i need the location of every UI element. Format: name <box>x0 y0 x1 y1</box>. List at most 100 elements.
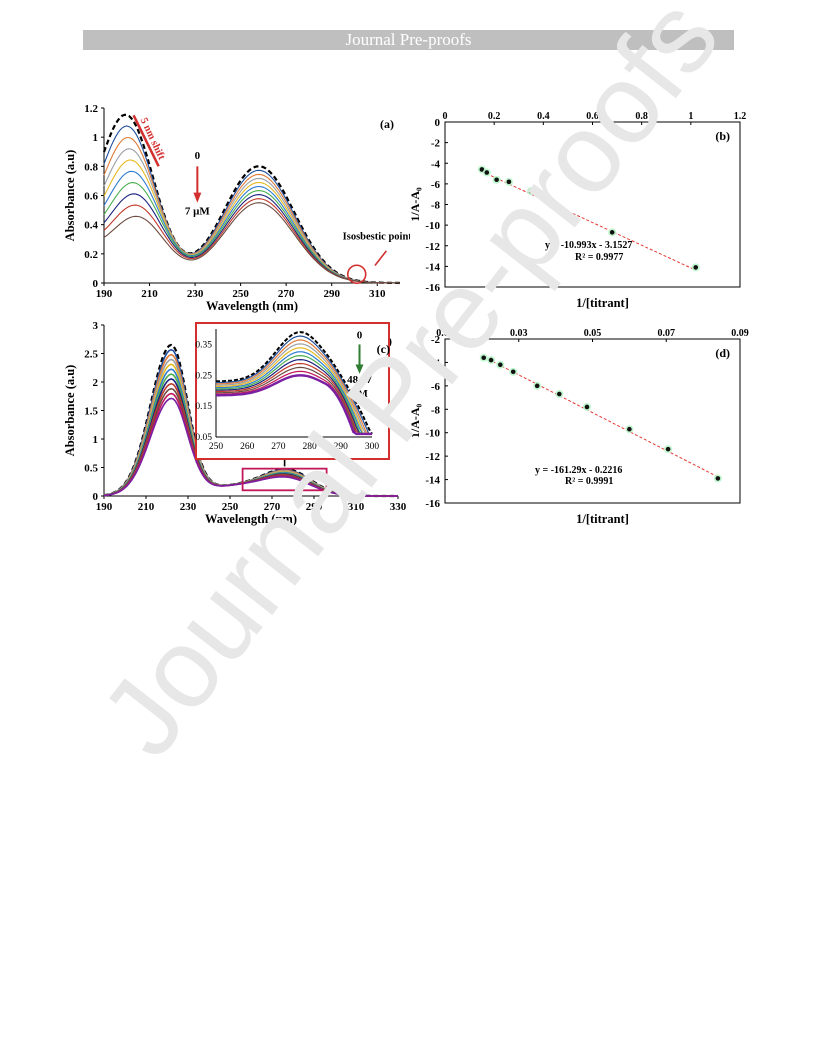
isosbestic-label: Isosbestic point <box>343 231 410 242</box>
x-tick-label: 230 <box>180 501 197 513</box>
chart-panel-d: 0.01 0.03 0.05 0.07 0.09 -2 -4 -6 -8 -10 -12 -14 -16… <box>408 328 749 526</box>
inset-start-label: 0 <box>357 329 363 341</box>
x-tick-label: 0.05 <box>584 328 602 339</box>
y-tick-label: -12 <box>425 241 440 253</box>
y-tick-label: -14 <box>425 475 440 487</box>
data-point <box>715 476 721 481</box>
x-tick-label: 310 <box>348 501 365 513</box>
x-tick-label: 270 <box>264 501 281 513</box>
inset-y-tick-label: 0.15 <box>195 402 212 412</box>
x-tick-label: 0 <box>443 111 448 122</box>
x-tick-label: 0.2 <box>488 111 501 122</box>
x-tick-label: 0.03 <box>510 328 528 339</box>
data-point <box>484 170 490 175</box>
x-tick-label: 290 <box>323 288 340 300</box>
y-tick-label: -6 <box>431 381 441 393</box>
x-tick-label: 310 <box>369 288 386 300</box>
data-point <box>498 362 503 368</box>
data-point <box>488 357 494 363</box>
x-axis-title: 1/[titrant] <box>576 512 629 526</box>
banner-text: Journal Pre-proofs <box>345 30 472 49</box>
inset-y-tick-label: 0.05 <box>195 433 212 443</box>
y-tick-label: -4 <box>431 158 441 170</box>
x-tick-label: 0.01 <box>436 328 454 339</box>
journal-banner: Journal Pre-proofs <box>83 30 734 50</box>
y-axis-title: 1/A-A₀ <box>408 403 422 438</box>
inset-spectrum-curve <box>216 343 372 435</box>
spectrum-curve <box>103 202 400 284</box>
panel-label: (b) <box>715 129 730 143</box>
x-tick-label: 210 <box>141 288 158 300</box>
y-tick-label: -6 <box>431 179 441 191</box>
spectrum-curve <box>103 170 400 284</box>
data-point <box>510 369 516 375</box>
inset-x-tick-label: 250 <box>209 442 224 452</box>
inset-spectrum-curve <box>215 335 372 435</box>
data-point <box>481 355 487 361</box>
fit-equation: y = -161.29x - 0.2216 <box>535 465 622 476</box>
data-point <box>557 391 562 397</box>
y-tick-label: -10 <box>425 220 440 232</box>
y-axis-title: 1/A-A₀ <box>408 187 422 222</box>
y-tick-label: -10 <box>425 428 440 440</box>
data-point <box>693 265 699 270</box>
x-tick-label: 0.6 <box>586 111 599 122</box>
x-tick-label: 1.2 <box>734 111 747 122</box>
inset-spectrum-curve <box>215 354 372 435</box>
inset-spectrum-curve <box>216 331 373 435</box>
y-tick-label: 0 <box>435 117 441 129</box>
inset-end-label: 48.27 <box>347 374 372 386</box>
y-tick-label: 2.5 <box>84 349 98 361</box>
x-tick-label: 0.4 <box>537 111 550 122</box>
y-tick-label: -16 <box>425 498 440 510</box>
data-point <box>528 188 534 194</box>
y-tick-label: -8 <box>431 404 441 416</box>
inset-arrowhead <box>355 364 364 374</box>
x-tick-label: 1 <box>688 111 693 122</box>
x-axis-title: Wavelength (nm) <box>206 299 298 313</box>
chart-panel-b: 0 0.2 0.4 0.6 0.8 1 1.2 0 -2 -4 -6 -8 -10 -12 -14 -16 1/… <box>408 111 747 310</box>
panel-label-c: (c) <box>377 342 390 356</box>
inset-y-tick-label: 0.25 <box>195 371 212 381</box>
inset-x-tick-label: 300 <box>365 442 380 452</box>
fit-r-squared: R² = 0.9991 <box>565 476 613 487</box>
isosbestic-pointer <box>374 250 387 266</box>
y-tick-label: 3 <box>93 320 99 332</box>
inset-spectrum-curve <box>215 366 372 435</box>
data-point <box>584 404 590 410</box>
spectrum-curve <box>103 397 398 497</box>
spectra-group <box>103 343 398 498</box>
x-axis-title: Wavelength (nm) <box>205 512 297 526</box>
end-concentration-label: 7 μM <box>185 205 210 217</box>
x-tick-label: 230 <box>187 288 204 300</box>
x-tick-label: 0.07 <box>658 328 676 339</box>
data-point <box>479 167 485 172</box>
y-tick-label: 0.4 <box>84 220 98 232</box>
concentration-arrowhead <box>193 192 202 203</box>
y-tick-label: 0.8 <box>84 161 98 173</box>
fit-r-squared: R² = 0.9977 <box>575 252 623 263</box>
data-point <box>506 179 512 185</box>
y-tick-label: -14 <box>425 261 440 273</box>
y-axis-title: Absorbance (a.u) <box>63 150 77 242</box>
panel-label: (d) <box>715 346 730 360</box>
y-tick-label: 0.5 <box>84 463 98 475</box>
data-point <box>534 383 540 389</box>
y-tick-label: -8 <box>431 200 441 212</box>
zoom-highlight-box <box>241 467 328 492</box>
x-tick-label: 330 <box>390 501 407 513</box>
y-tick-label: 2 <box>93 377 99 389</box>
inset-spectrum-curve <box>216 362 372 435</box>
y-axis-title: Absorbance (a.u) <box>63 365 77 457</box>
fit-line <box>481 171 696 271</box>
fit-equation: y = -10.993x - 3.1527 <box>545 240 632 251</box>
x-tick-label: 0.09 <box>731 328 749 339</box>
inset-x-tick-label: 260 <box>240 442 255 452</box>
start-concentration-label: 0 <box>195 150 201 162</box>
inset-spectrum-curve <box>216 374 372 436</box>
y-tick-label: 0.6 <box>84 191 98 203</box>
data-point <box>555 205 561 210</box>
x-tick-label: 250 <box>232 288 249 300</box>
data-point <box>627 426 632 432</box>
inset-spectrum-curve <box>216 358 372 435</box>
